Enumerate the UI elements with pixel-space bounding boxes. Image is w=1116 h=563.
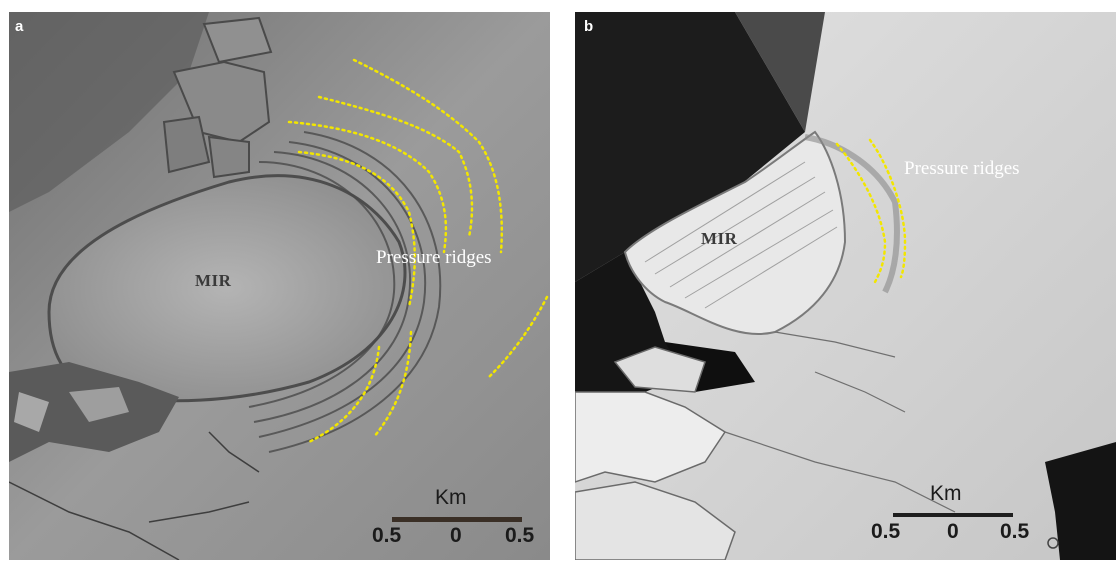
scale-tick-right-a: 0.5 bbox=[505, 524, 535, 547]
panel-letter-b: b bbox=[584, 18, 594, 35]
scale-unit-b: Km bbox=[930, 482, 962, 505]
satellite-image-panel-b: b MIR Pressure ridges Km 0.5 0 0.5 bbox=[575, 12, 1116, 560]
pressure-ridges-label-b: Pressure ridges bbox=[904, 158, 1020, 179]
sea-ice-imagery-a bbox=[9, 12, 550, 560]
scale-tick-center-a: 0 bbox=[450, 524, 462, 547]
ridge-line bbox=[352, 58, 504, 254]
scale-tick-left-b: 0.5 bbox=[871, 520, 901, 543]
mir-label-a: MIR bbox=[195, 271, 232, 290]
sea-ice-imagery-b bbox=[575, 12, 1116, 560]
scale-line-a bbox=[392, 517, 522, 522]
scale-unit-a: Km bbox=[435, 486, 467, 509]
panel-letter-a: a bbox=[15, 18, 24, 35]
scale-line-b bbox=[893, 513, 1013, 517]
pressure-ridges-label-a: Pressure ridges bbox=[376, 247, 492, 268]
scale-tick-center-b: 0 bbox=[947, 520, 959, 543]
scale-tick-left-a: 0.5 bbox=[372, 524, 402, 547]
mir-label-b: MIR bbox=[701, 229, 738, 248]
scale-tick-right-b: 0.5 bbox=[1000, 520, 1030, 543]
satellite-image-panel-a: a MIR Pressure ridges Km 0.5 0 0.5 bbox=[9, 12, 550, 560]
